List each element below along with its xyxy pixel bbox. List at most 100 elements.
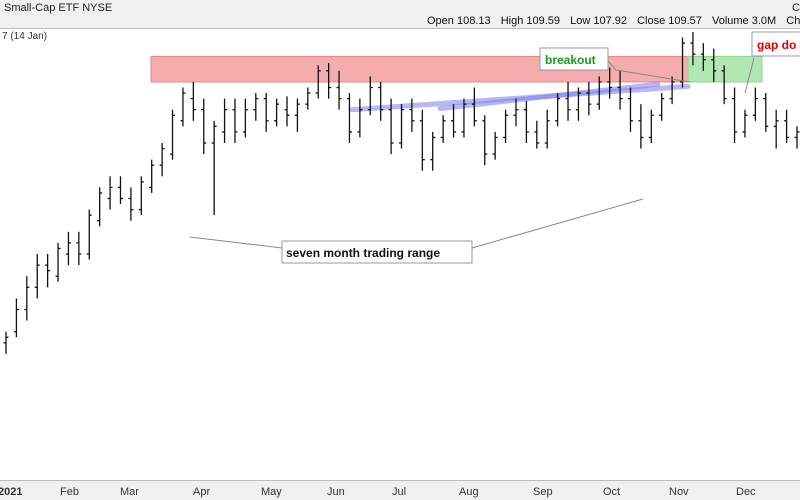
price-bar <box>201 98 207 155</box>
price-bar <box>607 67 613 99</box>
price-bar <box>471 87 477 127</box>
price-bar <box>3 331 9 354</box>
price-bar <box>138 176 144 216</box>
price-bar <box>638 104 644 149</box>
price-bar <box>700 43 706 71</box>
price-bar <box>492 131 498 160</box>
price-bar <box>190 81 196 121</box>
price-bar <box>742 109 748 138</box>
zone-breakout <box>687 55 763 83</box>
price-bar <box>24 276 30 321</box>
x-tick-label: 2021 <box>0 486 23 498</box>
price-bar <box>409 98 415 132</box>
price-bar <box>211 120 217 216</box>
low-label: Low <box>570 15 591 27</box>
price-bar <box>149 159 155 193</box>
price-bar <box>159 143 165 177</box>
low-value: 107.92 <box>593 15 628 27</box>
ohlc-readout: Open 108.13 High 109.59 Low 107.92 Close… <box>427 15 800 27</box>
x-tick-label: Feb <box>60 486 79 498</box>
price-bar <box>784 109 790 143</box>
volume-label: Volume <box>711 15 749 27</box>
price-bar <box>544 109 550 149</box>
change-label: Chg <box>786 15 800 27</box>
price-bar <box>128 187 134 221</box>
chart-header: Small-Cap ETF NYSE Open 108.13 High 109.… <box>0 0 800 29</box>
range-label: seven month trading range <box>286 246 440 260</box>
price-bar <box>346 93 352 143</box>
price-bar <box>555 93 561 127</box>
price-bar <box>419 109 425 171</box>
price-bar <box>752 87 758 121</box>
x-tick-label: Nov <box>669 486 689 498</box>
price-bar <box>711 48 717 82</box>
ohlc-bars <box>3 32 800 354</box>
x-tick-label: Sep <box>533 486 553 498</box>
price-bar <box>284 96 290 127</box>
price-bar <box>586 81 592 116</box>
price-bar <box>65 231 71 266</box>
trendline-lower <box>437 81 661 112</box>
gap-label: gap do <box>757 38 796 52</box>
price-bar <box>669 76 675 105</box>
price-bar <box>565 81 571 121</box>
price-bar <box>399 104 404 149</box>
range-callout-box <box>281 240 473 264</box>
price-bar <box>274 98 280 127</box>
price-bar <box>773 109 779 149</box>
price-bar <box>503 109 509 143</box>
price-bar <box>367 76 373 116</box>
price-bar <box>13 298 19 338</box>
x-axis: 2021 Feb Mar Apr May Jun Jul Aug Sep Oct Nov Dec <box>0 480 800 500</box>
price-bar <box>430 131 436 171</box>
price-bar <box>451 104 457 138</box>
x-tick-label: Oct <box>603 486 621 498</box>
close-value: 109.57 <box>668 15 702 27</box>
price-bar <box>305 87 311 110</box>
gap-callout-box <box>751 31 800 57</box>
open-label: Open <box>427 15 454 27</box>
header-corner-text: C <box>792 2 800 14</box>
price-bar <box>45 254 51 288</box>
breakout-callout-box <box>539 47 609 71</box>
x-tick-label: Jun <box>327 486 345 498</box>
high-label: High <box>500 15 524 27</box>
price-bar <box>336 70 342 110</box>
gap-pointer <box>744 57 755 94</box>
x-tick-label: Apr <box>193 486 211 498</box>
price-bar <box>86 209 92 260</box>
range-pointer-left <box>189 236 283 249</box>
price-bar <box>513 98 519 127</box>
price-bar <box>253 93 259 121</box>
instrument-name: Small-Cap ETF NYSE <box>4 2 113 14</box>
price-bar <box>690 32 696 66</box>
x-tick-label: Dec <box>736 486 756 498</box>
x-tick-label: May <box>261 486 282 498</box>
price-bar <box>461 98 467 138</box>
price-bar <box>97 187 103 227</box>
price-bar <box>55 242 61 282</box>
range-pointer-right <box>471 198 644 249</box>
price-bar <box>680 37 686 88</box>
price-bar <box>107 176 113 210</box>
price-bar <box>575 87 581 121</box>
x-tick-label: Jul <box>392 486 407 498</box>
price-bar <box>232 98 238 143</box>
x-tick-label: Mar <box>120 486 139 498</box>
volume-value: 3.0M <box>751 15 777 27</box>
price-bar <box>659 93 665 121</box>
price-bar <box>117 176 123 205</box>
breakout-pointer <box>607 60 691 83</box>
price-bar <box>627 87 633 132</box>
price-bar <box>180 87 186 127</box>
price-bar <box>222 98 228 143</box>
price-bar <box>378 81 384 121</box>
price-bar <box>242 98 248 138</box>
price-bar <box>648 109 654 143</box>
price-bar <box>263 93 269 132</box>
close-label: Close <box>637 15 666 27</box>
price-bar <box>732 87 738 143</box>
price-bar <box>721 65 727 105</box>
price-bar <box>170 109 176 160</box>
